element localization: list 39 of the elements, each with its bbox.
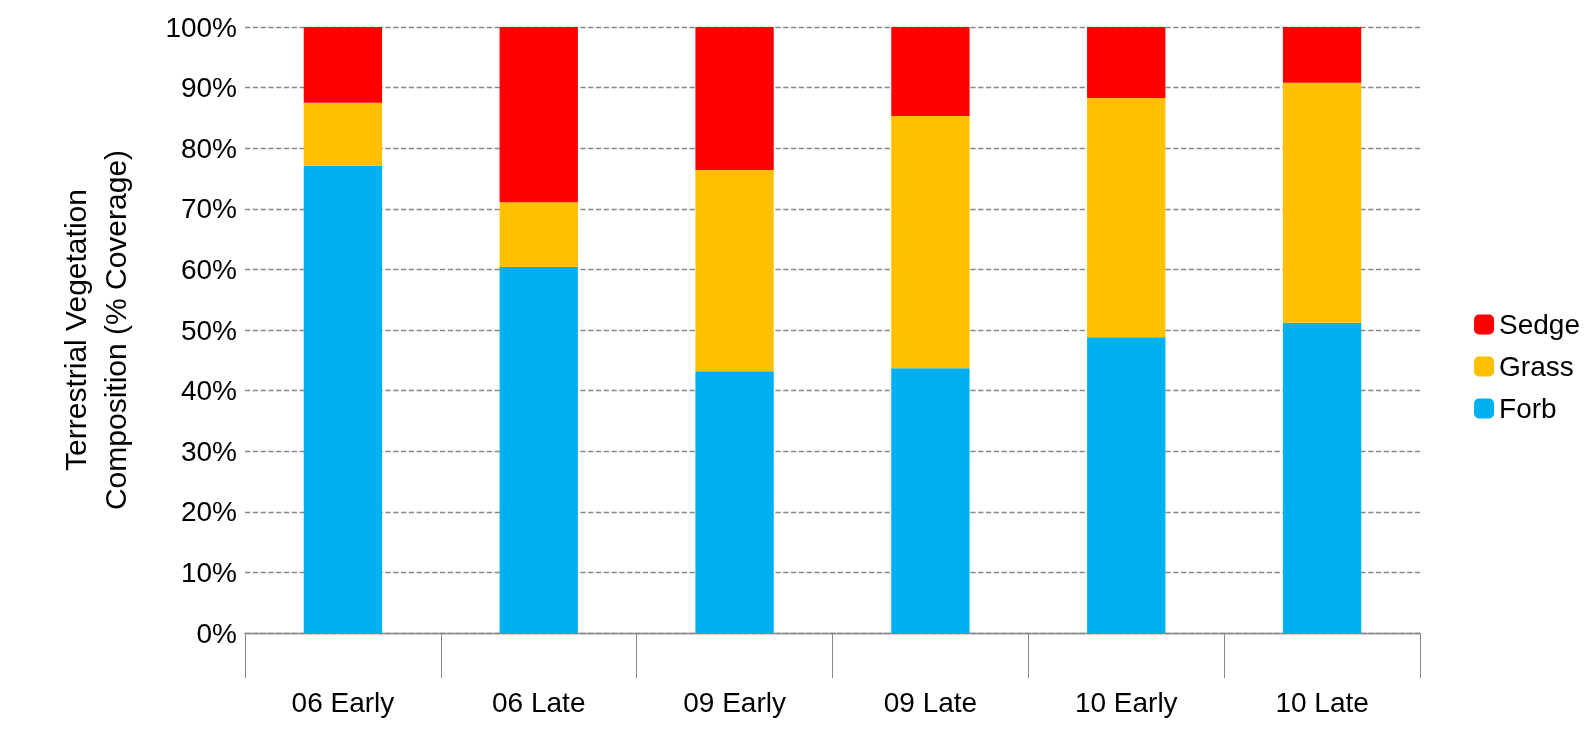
y-tick-label: 60% [180, 253, 237, 285]
legend-label: Sedge [1499, 309, 1580, 340]
bar [303, 27, 383, 103]
x-tick-label: 10 Late [1275, 686, 1369, 718]
bar [303, 165, 383, 633]
bar [891, 27, 970, 117]
bar [499, 202, 578, 267]
x-tick-label: 09 Early [683, 686, 786, 718]
y-tick-label: 0% [196, 617, 237, 649]
y-axis-title: Terrestrial Vegetation Composition (% Coverage) [58, 149, 132, 511]
y-tick-label: 90% [180, 72, 237, 104]
bar [499, 27, 578, 203]
y-tick-label: 20% [180, 496, 237, 528]
bar [695, 27, 774, 171]
legend-label: Grass [1499, 351, 1574, 382]
bar [695, 170, 774, 372]
y-tick-label: 40% [180, 375, 237, 407]
legend-label: Forb [1499, 393, 1557, 424]
y-tick-label: 50% [180, 314, 237, 346]
bar [499, 266, 578, 633]
bar [1087, 97, 1166, 338]
bar [891, 368, 970, 633]
y-tick-label: 100% [165, 11, 237, 43]
x-tick-label: 06 Late [492, 686, 586, 718]
x-tick-label: 06 Early [291, 686, 395, 718]
bar [303, 102, 383, 166]
x-tick-label: 09 Late [883, 686, 978, 718]
y-tick-label: 10% [180, 556, 237, 588]
bar [1282, 82, 1362, 323]
bar [1087, 27, 1166, 98]
x-tick-label: 10 Early [1074, 686, 1178, 718]
bar [695, 371, 774, 633]
bar [1282, 27, 1362, 83]
y-tick-label: 80% [180, 132, 237, 164]
bar [891, 116, 970, 369]
y-tick-label: 30% [180, 435, 237, 467]
bar [1087, 337, 1166, 633]
y-tick-label: 70% [180, 193, 237, 225]
bar [1282, 322, 1362, 633]
